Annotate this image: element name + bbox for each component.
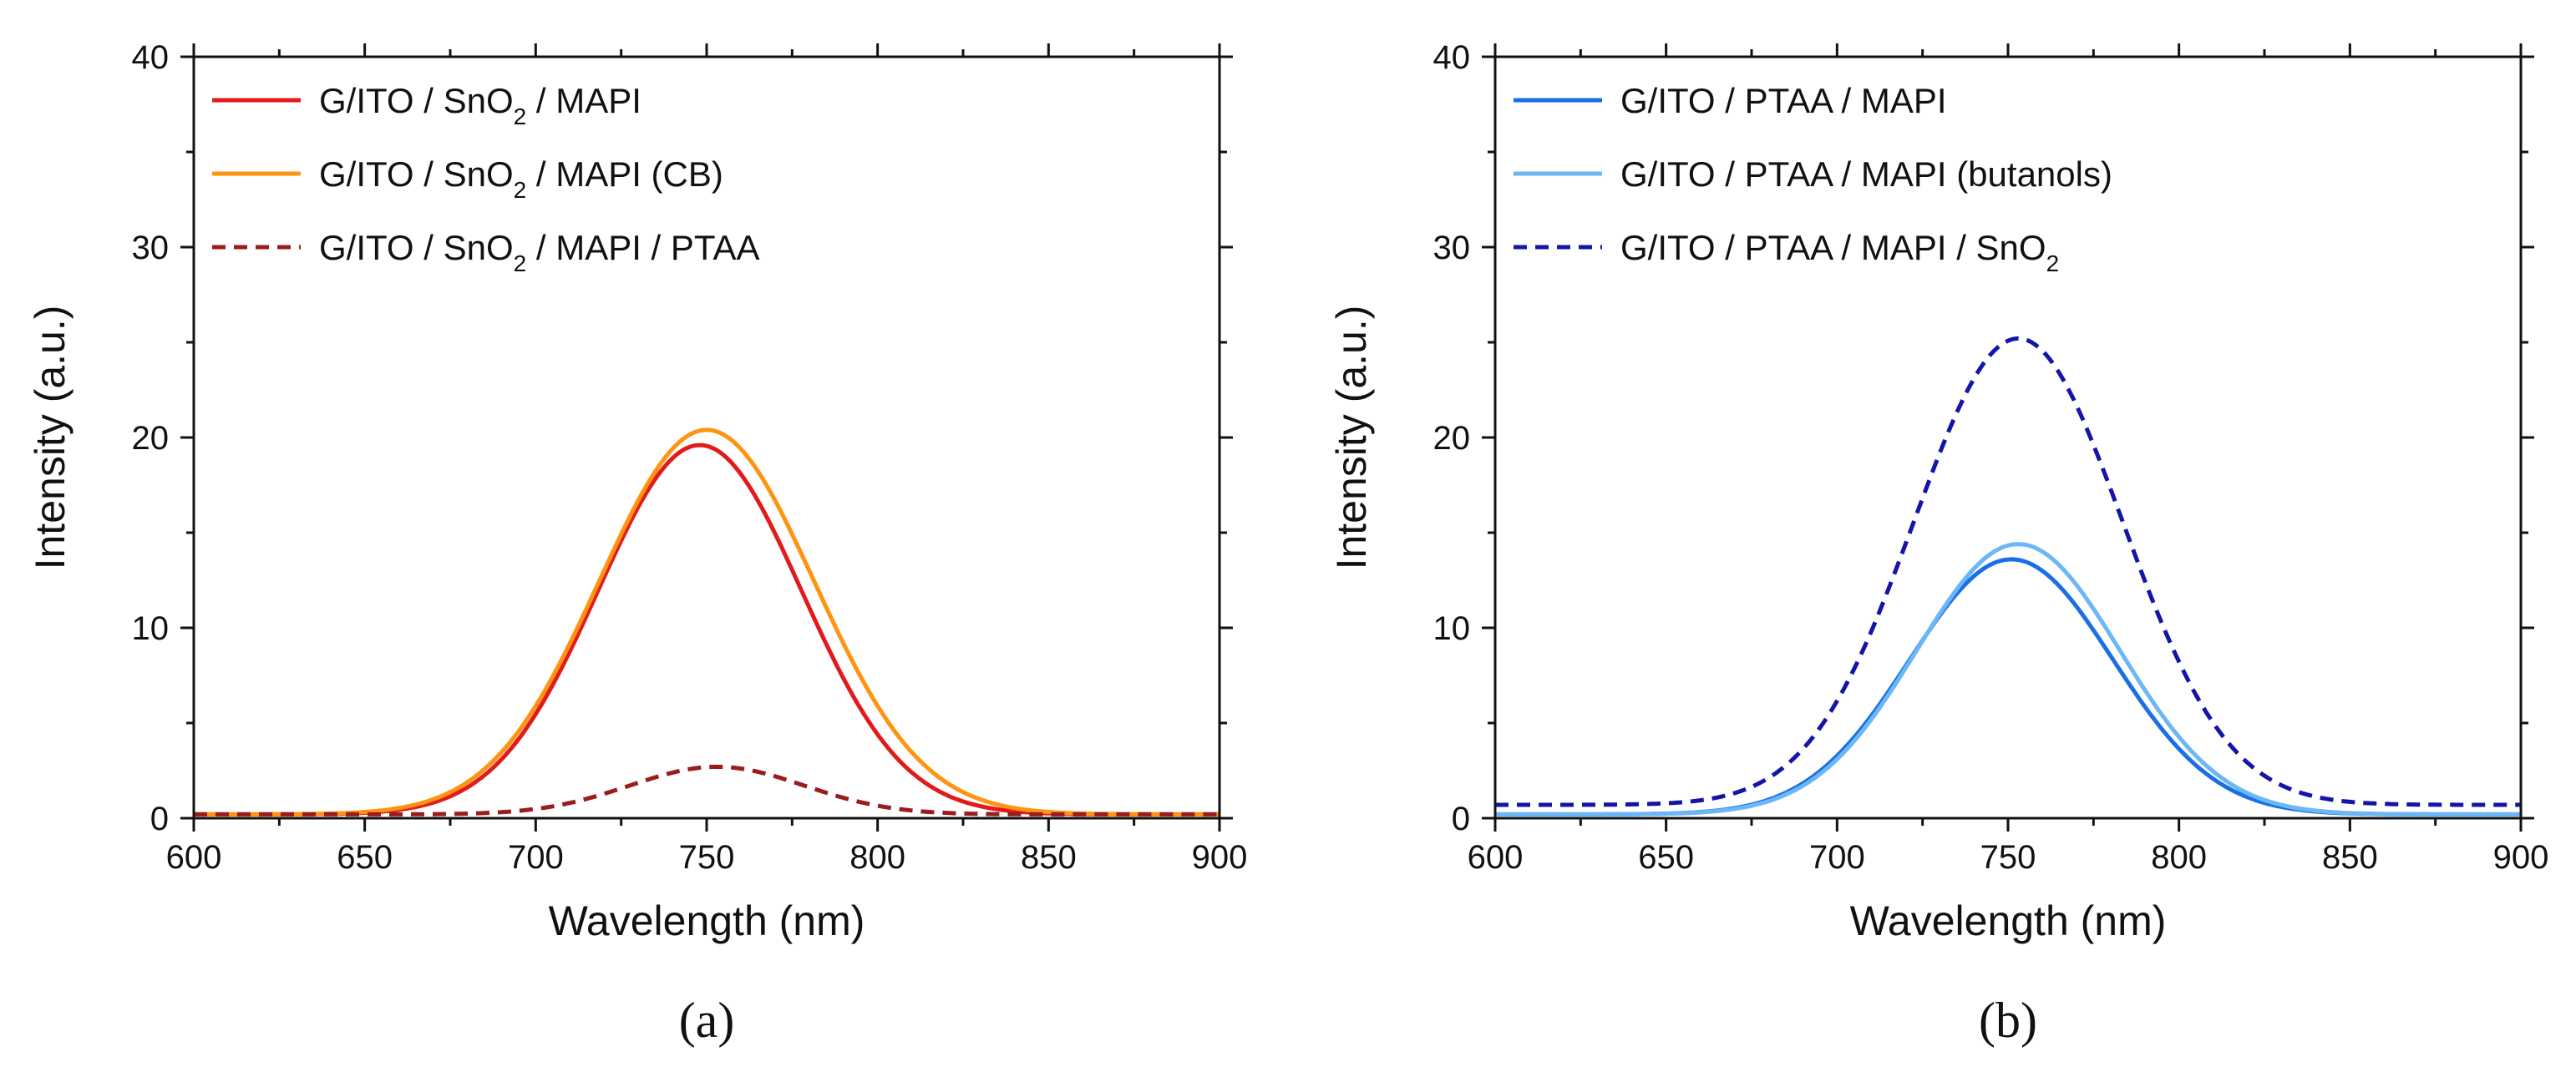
- series-line-1: [194, 442, 1220, 817]
- y-axis-label: Intensity (a.u.): [27, 306, 74, 570]
- y-tick-label: 20: [1433, 420, 1471, 457]
- series-line-3: [1495, 336, 2521, 807]
- x-tick-label: 900: [2493, 839, 2549, 876]
- legend-text: G/ITO / PTAA / MAPI / SnO: [1620, 228, 2046, 267]
- legend-text: G/ITO / PTAA / MAPI: [1620, 81, 1947, 120]
- legend-subscript: 2: [514, 104, 527, 129]
- chart-panel-a: 600 650 700 750 800 850 900 0 10 20 30 40 Wavelength…: [27, 39, 1247, 1048]
- legend-subscript: 2: [514, 250, 527, 276]
- series-line-2: [194, 427, 1220, 817]
- x-tick-label: 850: [1021, 839, 1077, 876]
- x-tick-label: 650: [1638, 839, 1694, 876]
- legend-text: G/ITO / SnO: [319, 81, 514, 120]
- legend-text-rest: / MAPI: [526, 81, 641, 120]
- legend-text: G/ITO / SnO: [319, 154, 514, 194]
- panel-label: (a): [679, 993, 735, 1048]
- x-axis-label: Wavelength (nm): [549, 898, 865, 944]
- legend-label-3: G/ITO / SnO2 / MAPI / PTAA: [319, 228, 759, 276]
- x-tick-label: 600: [1468, 839, 1524, 876]
- y-tick-label: 10: [132, 610, 170, 647]
- x-tick-label: 700: [508, 839, 564, 876]
- series-line-1: [1495, 557, 2521, 817]
- legend-label-3: G/ITO / PTAA / MAPI / SnO2: [1620, 228, 2059, 276]
- series-line-2: [1495, 542, 2521, 817]
- legend-subscript: 2: [2046, 250, 2060, 276]
- legend-text: G/ITO / PTAA / MAPI (butanols): [1620, 154, 2112, 194]
- x-tick-label: 800: [2151, 839, 2207, 876]
- x-tick-label: 900: [1192, 839, 1248, 876]
- y-tick-label: 10: [1433, 610, 1471, 647]
- x-tick-label: 750: [1980, 839, 2036, 876]
- y-axis-label: Intensity (a.u.): [1328, 306, 1375, 570]
- legend-subscript: 2: [514, 177, 527, 203]
- legend-label-1: G/ITO / SnO2 / MAPI: [319, 81, 641, 129]
- legend-label-1: G/ITO / PTAA / MAPI: [1620, 81, 1947, 120]
- legend-text-rest: / MAPI / PTAA: [526, 228, 759, 267]
- x-tick-label: 650: [337, 839, 393, 876]
- y-tick-label: 40: [1433, 39, 1471, 76]
- legend-text: G/ITO / SnO: [319, 228, 514, 267]
- series-line-3: [194, 764, 1220, 817]
- x-tick-label: 600: [166, 839, 222, 876]
- x-tick-label: 700: [1809, 839, 1865, 876]
- y-tick-label: 30: [1433, 230, 1471, 266]
- x-axis-label: Wavelength (nm): [1850, 898, 2167, 944]
- y-tick-label: 20: [132, 420, 170, 457]
- legend-label-2: G/ITO / PTAA / MAPI (butanols): [1620, 154, 2112, 194]
- legend-label-2: G/ITO / SnO2 / MAPI (CB): [319, 154, 723, 203]
- legend-text-rest: / MAPI (CB): [526, 154, 723, 194]
- x-tick-label: 750: [679, 839, 735, 876]
- x-tick-label: 800: [849, 839, 905, 876]
- chart-panel-b: 600 650 700 750 800 850 900 0 10 20 30 40 Wavelength…: [1328, 39, 2548, 1048]
- legend: G/ITO / PTAA / MAPI G/ITO / PTAA / MAPI (…: [1514, 81, 2112, 276]
- y-tick-label: 40: [132, 39, 170, 76]
- x-tick-label: 850: [2322, 839, 2378, 876]
- panel-label: (b): [1979, 993, 2037, 1048]
- y-tick-label: 0: [1452, 801, 1470, 837]
- y-tick-label: 0: [150, 801, 169, 837]
- y-tick-label: 30: [132, 230, 170, 266]
